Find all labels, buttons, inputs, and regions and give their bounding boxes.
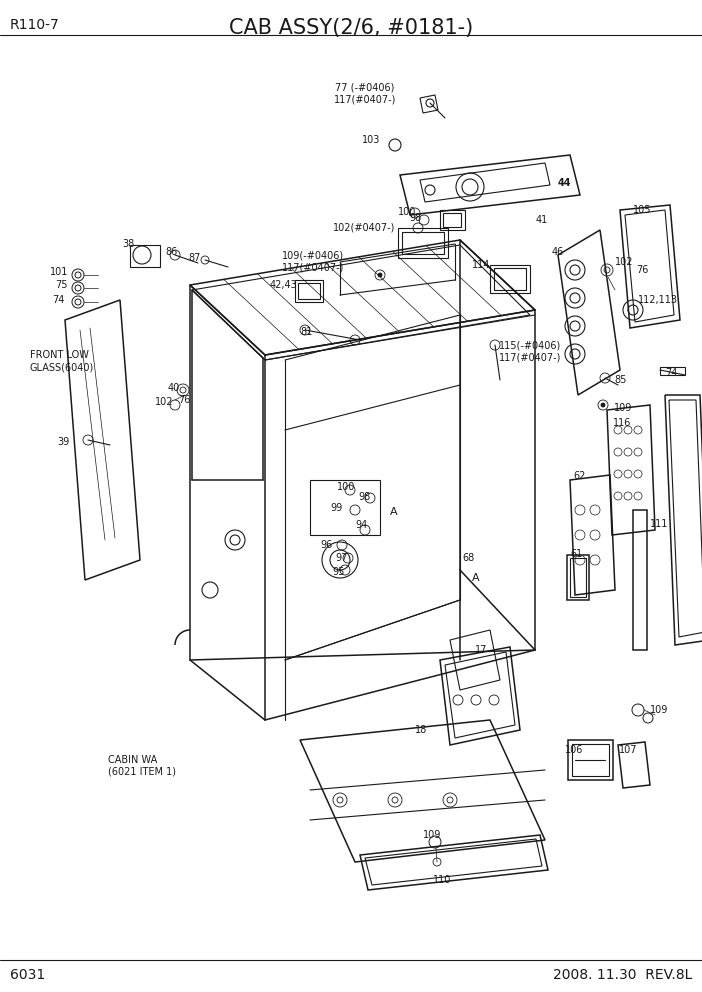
Text: CAB ASSY(2/6, #0181-): CAB ASSY(2/6, #0181-) (229, 18, 473, 38)
Bar (398, 228, 448, 258)
Text: 103: 103 (362, 135, 380, 145)
Text: R110-7: R110-7 (10, 18, 60, 32)
Text: 109(-#0406): 109(-#0406) (282, 250, 344, 260)
Bar (443, 213, 461, 227)
Text: 76: 76 (636, 265, 649, 275)
Text: A: A (390, 507, 397, 517)
Text: FRONT LOW: FRONT LOW (30, 350, 89, 360)
Text: 109: 109 (423, 830, 441, 840)
Text: 107: 107 (619, 745, 637, 755)
Text: 74: 74 (665, 368, 677, 378)
Bar (568, 740, 613, 780)
Text: 81: 81 (300, 327, 312, 337)
Bar (660, 367, 685, 375)
Text: (6021 ITEM 1): (6021 ITEM 1) (108, 767, 176, 777)
Circle shape (601, 403, 605, 407)
Text: 76: 76 (178, 395, 190, 405)
Text: 95: 95 (332, 567, 345, 577)
Text: 17: 17 (475, 645, 487, 655)
Text: 85: 85 (614, 375, 626, 385)
Bar (440, 210, 465, 230)
Text: 44: 44 (558, 178, 571, 188)
Text: 75: 75 (55, 280, 67, 290)
Bar (494, 268, 526, 290)
Text: 99: 99 (330, 503, 343, 513)
Text: 109: 109 (650, 705, 668, 715)
Text: 94: 94 (355, 520, 367, 530)
Text: 100: 100 (337, 482, 355, 492)
Text: 40: 40 (168, 383, 180, 393)
Text: 74: 74 (52, 295, 65, 305)
Text: 116: 116 (613, 418, 631, 428)
Text: GLASS(6040): GLASS(6040) (30, 363, 94, 373)
Text: 114: 114 (472, 260, 490, 270)
Text: 112,113: 112,113 (638, 295, 678, 305)
Text: 111: 111 (650, 519, 668, 529)
Text: 6031: 6031 (10, 968, 45, 982)
Text: 110: 110 (433, 875, 451, 885)
Bar (570, 558, 586, 597)
Text: 97: 97 (335, 553, 347, 563)
Text: 109: 109 (614, 403, 633, 413)
Text: 38: 38 (122, 239, 134, 249)
Text: 115(-#0406): 115(-#0406) (499, 340, 562, 350)
Bar (633, 510, 647, 650)
Text: 100: 100 (397, 207, 416, 217)
Text: 117(#0407-): 117(#0407-) (282, 262, 345, 272)
Bar (402, 232, 444, 254)
Text: CABIN WA: CABIN WA (108, 755, 157, 765)
Text: 62: 62 (573, 471, 585, 481)
Text: 102: 102 (155, 397, 173, 407)
Bar (490, 265, 530, 293)
Text: 46: 46 (552, 247, 564, 257)
Text: 68: 68 (462, 553, 475, 563)
Text: 98: 98 (410, 213, 422, 223)
Text: 96: 96 (320, 540, 332, 550)
Bar (572, 744, 609, 776)
Text: 41: 41 (536, 215, 548, 225)
Bar (295, 280, 323, 302)
Text: 102(#0407-): 102(#0407-) (333, 223, 395, 233)
Text: 98: 98 (358, 492, 370, 502)
Bar (567, 555, 589, 600)
Text: 86: 86 (165, 247, 177, 257)
Text: A: A (472, 573, 479, 583)
Text: 61: 61 (570, 549, 582, 559)
Text: 77 (-#0406): 77 (-#0406) (336, 83, 395, 93)
Text: 87: 87 (188, 253, 200, 263)
Bar (130, 245, 160, 267)
Bar (298, 283, 320, 299)
Text: 106: 106 (565, 745, 583, 755)
Text: 102: 102 (615, 257, 633, 267)
Bar (310, 480, 380, 535)
Text: 18: 18 (415, 725, 428, 735)
Text: 42,43: 42,43 (270, 280, 298, 290)
Text: 2008. 11.30  REV.8L: 2008. 11.30 REV.8L (552, 968, 692, 982)
Text: 105: 105 (633, 205, 651, 215)
Text: 117(#0407-): 117(#0407-) (334, 95, 396, 105)
Text: 117(#0407-): 117(#0407-) (499, 352, 562, 362)
Circle shape (378, 273, 382, 277)
Text: 101: 101 (50, 267, 68, 277)
Text: 39: 39 (57, 437, 69, 447)
